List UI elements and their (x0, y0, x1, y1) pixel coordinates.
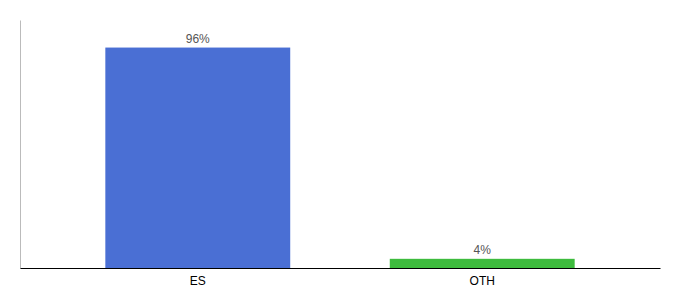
y-axis-line (20, 21, 21, 269)
y-axis (20, 21, 21, 269)
x-tick-label: ES (190, 274, 206, 288)
x-axis-line (21, 268, 661, 269)
bar (105, 48, 290, 268)
bars (105, 48, 574, 268)
x-tick: OTH (470, 274, 495, 288)
data-labels: 96% 4% (186, 32, 491, 257)
chart: ES OTH 96% 4% (0, 0, 680, 300)
data-label: 4% (474, 243, 492, 257)
bar (390, 259, 575, 268)
x-tick-label: OTH (470, 274, 495, 288)
data-label: 96% (186, 32, 210, 46)
x-axis: ES OTH (21, 269, 661, 288)
x-tick: ES (190, 274, 206, 288)
plot: ES OTH 96% 4% (21, 21, 661, 288)
